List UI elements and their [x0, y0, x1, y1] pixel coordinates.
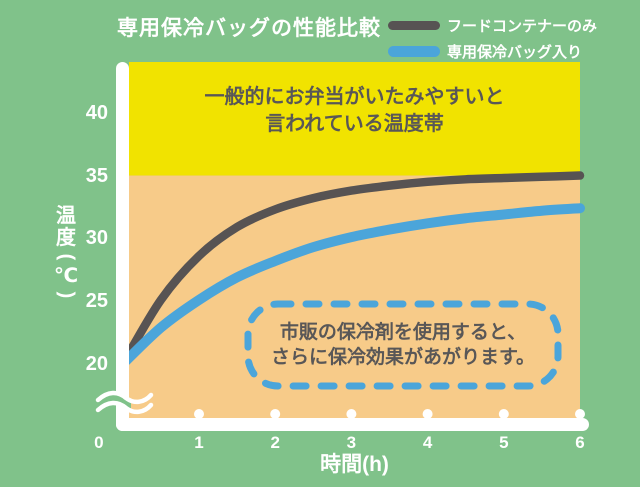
x-tick-label: 5 [499, 433, 509, 452]
x-tick-label: 3 [346, 433, 357, 452]
legend: フードコンテナーのみ 専用保冷バッグ入り [388, 15, 597, 62]
danger-band-label: 一般的にお弁当がいたみやすいと 言われている温度帯 [129, 84, 580, 138]
legend-item-container-only: フードコンテナーのみ [388, 15, 597, 36]
y-axis-title-char: 温 [56, 205, 76, 227]
x-tick-label: 0 [94, 433, 104, 452]
y-tick-label: 20 [85, 353, 108, 375]
annotation-callout: 市販の保冷剤を使用すると、 さらに保冷効果があがります。 [248, 304, 558, 386]
legend-label: フードコンテナーのみ [447, 18, 598, 35]
legend-label: 専用保冷バッグ入り [447, 44, 583, 61]
blue-line-swatch-icon [388, 46, 440, 57]
y-axis-title-char: 度 [56, 227, 76, 249]
axis-break-icon [95, 400, 154, 415]
y-axis-line [116, 62, 129, 431]
x-tick-label: 4 [422, 433, 433, 452]
x-tick-dot [498, 409, 509, 419]
danger-band-label-line1: 一般的にお弁当がいたみやすいと [204, 86, 505, 108]
x-tick-dot [194, 409, 204, 419]
x-tick-dot [270, 409, 281, 419]
y-tick-label: 25 [85, 290, 108, 313]
series-line-container-only [118, 171, 585, 369]
danger-band-label-line2: 言われている温度帯 [265, 113, 444, 135]
series-line-cooler-bag [117, 203, 585, 369]
x-tick-dot [575, 409, 585, 419]
annotation-border [244, 300, 562, 390]
gray-line-swatch-icon [388, 21, 440, 30]
legend-item-cooler-bag: 専用保冷バッグ入り [388, 41, 597, 62]
danger-band [129, 62, 580, 176]
annotation-text-line2: さらに保冷効果があがります。 [270, 347, 536, 368]
y-axis-title: 温度(℃) [53, 205, 79, 303]
y-tick-label: 40 [85, 101, 108, 124]
x-axis-line [116, 418, 589, 431]
y-tick-label: 30 [85, 227, 108, 250]
x-tick-dot [346, 409, 357, 419]
x-axis-title: 時間(h) [320, 453, 389, 476]
x-tick-label: 2 [270, 433, 280, 452]
x-tick-label: 6 [575, 433, 585, 452]
axis-break-gap [113, 393, 131, 411]
y-axis-title-char: ( [54, 253, 77, 261]
y-axis-title-char: ℃ [53, 265, 79, 287]
x-tick-label: 1 [194, 433, 204, 452]
chart-title: 専用保冷バッグの性能比較 [117, 17, 381, 40]
axis-break-icon [95, 390, 154, 405]
x-tick-dot [422, 409, 433, 419]
y-tick-label: 35 [85, 164, 108, 187]
annotation-text-line1: 市販の保冷剤を使用すると、 [279, 322, 527, 343]
